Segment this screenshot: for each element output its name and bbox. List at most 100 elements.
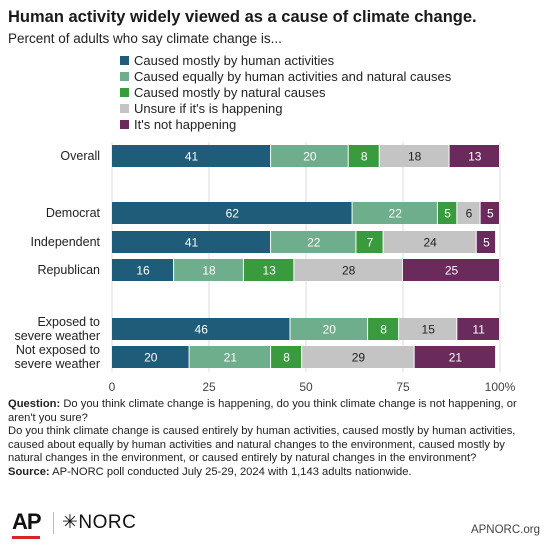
bar-segment-4-5 [403, 259, 499, 281]
bar-label-6-3: 8 [283, 351, 290, 365]
bar-segment-1-2 [271, 145, 348, 167]
x-tick-label-25: 25 [202, 380, 216, 394]
legend-label-5: It's not happening [134, 117, 236, 132]
bar-label-2-2: 22 [389, 207, 403, 221]
bar-label-4-5: 25 [445, 264, 459, 278]
footer: AP ✳NORC APNORC.org [0, 506, 550, 550]
bar-label-6-1: 20 [144, 351, 158, 365]
bar-label-4-2: 18 [202, 264, 216, 278]
legend-swatch-5 [120, 120, 129, 129]
bar-segment-5-5 [457, 318, 499, 340]
ap-logo: AP [12, 509, 42, 534]
stacked-bar-chart: Caused mostly by human activitiesCaused … [15, 53, 516, 394]
bar-label-5-4: 15 [422, 323, 436, 337]
bar-label-3-2: 22 [307, 236, 321, 250]
bar-segment-1-1 [112, 145, 271, 167]
bar-segment-1-3 [348, 145, 379, 167]
bar-segment-5-4 [399, 318, 457, 340]
website-link[interactable]: APNORC.org [470, 524, 540, 536]
x-tick-label-100: 100% [485, 380, 516, 394]
category-label-5-line-2: severe weather [15, 329, 100, 343]
bar-label-2-3: 5 [444, 207, 451, 221]
category-label-6-line-2: severe weather [15, 357, 100, 371]
legend-swatch-4 [120, 104, 129, 113]
ap-logo-underline [12, 536, 40, 539]
bar-segment-3-4 [383, 231, 476, 253]
chart-notes: Question: Do you think climate change is… [8, 398, 542, 480]
x-tick-label-50: 50 [299, 380, 313, 394]
bar-label-4-3: 13 [262, 264, 276, 278]
bar-label-1-1: 41 [185, 150, 199, 164]
bar-segment-4-4 [294, 259, 402, 281]
bar-segment-4-2 [174, 259, 243, 281]
bar-segment-5-1 [112, 318, 290, 340]
question-note: Question: Do you think climate change is… [8, 398, 542, 425]
category-label-6-line-1: Not exposed to [16, 343, 100, 357]
bar-segment-5-2 [290, 318, 368, 340]
bar-segment-6-1 [112, 346, 189, 368]
bar-segment-3-2 [271, 231, 356, 253]
legend-label-2: Caused equally by human activities and n… [134, 69, 452, 84]
x-tick-label-75: 75 [396, 380, 410, 394]
x-tick-label-0: 0 [109, 380, 116, 394]
bar-label-2-5: 5 [487, 207, 494, 221]
bar-label-6-5: 21 [449, 351, 463, 365]
bar-label-6-4: 29 [352, 351, 366, 365]
source-note: Source: AP-NORC poll conducted July 25-2… [8, 466, 542, 480]
bar-label-4-4: 28 [342, 264, 356, 278]
bar-label-1-5: 13 [468, 150, 482, 164]
bar-label-3-5: 5 [483, 236, 490, 250]
bar-label-1-4: 18 [408, 150, 422, 164]
bar-segment-1-4 [379, 145, 449, 167]
category-label-5-line-1: Exposed to [37, 315, 100, 329]
bar-segment-2-2 [352, 202, 437, 224]
bar-segment-3-3 [356, 231, 383, 253]
logo-divider [53, 512, 54, 534]
bar-segment-2-5 [480, 202, 499, 224]
bar-label-5-5: 11 [472, 323, 485, 337]
legend-label-4: Unsure if it's is happening [134, 101, 282, 116]
bar-segment-6-3 [271, 346, 302, 368]
bar-label-6-2: 21 [224, 351, 238, 365]
bar-segment-3-1 [112, 231, 271, 253]
question-text-1: Do you think climate change is happening… [8, 398, 517, 424]
bar-segment-6-4 [302, 346, 414, 368]
bar-segment-2-4 [457, 202, 480, 224]
bar-label-5-2: 20 [323, 323, 337, 337]
bar-label-5-3: 8 [380, 323, 387, 337]
question-label: Question: [8, 398, 61, 410]
chart-subtitle: Percent of adults who say climate change… [8, 31, 282, 46]
legend-label-3: Caused mostly by natural causes [134, 85, 326, 100]
bar-segment-2-3 [437, 202, 457, 224]
bar-segment-2-1 [112, 202, 352, 224]
bar-segment-5-3 [368, 318, 399, 340]
bar-label-5-1: 46 [195, 323, 209, 337]
bar-label-3-1: 41 [185, 236, 199, 250]
bar-segment-6-5 [414, 346, 496, 368]
legend-swatch-3 [120, 88, 129, 97]
source-text: AP-NORC poll conducted July 25-29, 2024 … [52, 465, 412, 478]
bar-segment-4-3 [243, 259, 294, 281]
legend-swatch-1 [120, 56, 129, 65]
bar-segment-1-5 [449, 145, 499, 167]
bar-segment-6-2 [189, 346, 271, 368]
bar-label-1-2: 20 [303, 150, 317, 164]
bar-label-3-3: 7 [367, 236, 374, 250]
bar-segment-4-1 [112, 259, 174, 281]
category-label-3: Independent [30, 235, 100, 249]
bar-label-1-3: 8 [361, 150, 368, 164]
bar-segment-3-5 [476, 231, 496, 253]
chart-title: Human activity widely viewed as a cause … [8, 8, 477, 26]
bar-label-3-4: 24 [423, 236, 437, 250]
category-label-4: Republican [37, 263, 100, 277]
legend-swatch-2 [120, 72, 129, 81]
bar-label-2-4: 6 [466, 207, 473, 221]
category-label-1: Overall [60, 149, 100, 163]
question-text-2: Do you think climate change is caused en… [8, 425, 516, 465]
source-label: Source: [8, 465, 50, 478]
bar-label-2-1: 62 [226, 207, 240, 221]
norc-logo: ✳NORC [62, 512, 137, 533]
category-label-2: Democrat [46, 206, 101, 220]
legend-label-1: Caused mostly by human activities [134, 53, 335, 68]
bar-label-4-1: 16 [136, 264, 150, 278]
